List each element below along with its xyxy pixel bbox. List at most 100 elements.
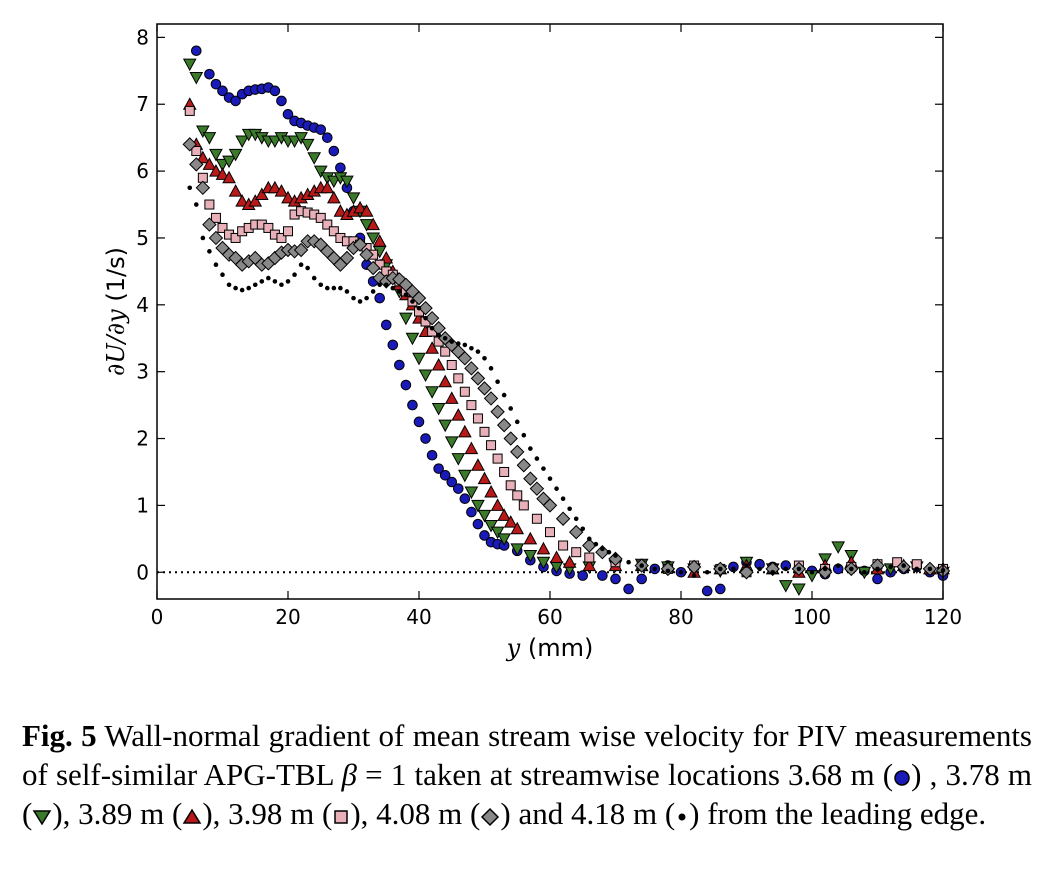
marker-triangle-down	[189, 71, 204, 85]
marker-dot	[279, 282, 284, 288]
marker-triangle-up	[444, 391, 459, 404]
marker-triangle-down	[196, 125, 210, 139]
marker-square	[531, 513, 542, 524]
series-triangle-down	[182, 58, 950, 597]
x-tick-label: 60	[537, 605, 562, 629]
marker-dot	[488, 366, 494, 371]
marker-triangle-down	[405, 332, 420, 346]
marker-dot	[541, 466, 546, 471]
marker-circle	[400, 379, 412, 391]
marker-circle	[479, 530, 490, 541]
marker-dot	[849, 566, 854, 572]
marker-triangle-down	[451, 453, 466, 466]
marker-triangle-up	[228, 184, 243, 197]
marker-circle	[191, 45, 202, 57]
marker-circle	[610, 573, 621, 585]
marker-dot	[914, 566, 920, 572]
marker-dot	[862, 569, 867, 575]
marker-square	[184, 105, 195, 116]
plot-area: 0 20 40 60 80 100 120 0 1 2 3 4 5 6 7 8 y (mm) ∂U/∂y (1/s…	[102, 23, 962, 662]
marker-dot	[266, 275, 271, 281]
marker-circle	[230, 95, 241, 107]
marker-triangle-down	[222, 155, 236, 169]
marker-triangle-up	[549, 550, 564, 564]
marker-square	[263, 222, 274, 233]
marker-triangle-down	[202, 132, 217, 145]
marker-circle	[453, 483, 464, 494]
marker-triangle-up	[477, 471, 492, 485]
marker-circle	[446, 476, 458, 488]
marker-dot	[901, 563, 906, 568]
marker-triangle-up	[503, 515, 518, 528]
marker-circle	[701, 585, 713, 597]
marker-square	[328, 226, 339, 237]
marker-dot	[397, 289, 402, 294]
marker-triangle-down	[523, 550, 538, 563]
y-axis-label: ∂U/∂y (1/s)	[102, 247, 130, 376]
marker-dot	[731, 566, 736, 572]
marker-triangle-down	[471, 499, 485, 513]
marker-circle	[636, 573, 648, 585]
marker-triangle-up	[215, 167, 230, 180]
caption-text-4: ), 3.89 m (	[52, 796, 183, 831]
marker-circle	[387, 339, 399, 351]
marker-triangle-down	[235, 135, 249, 149]
marker-triangle-up	[366, 217, 380, 231]
marker-dot	[272, 279, 278, 284]
marker-diamond	[817, 565, 833, 580]
marker-dot	[587, 536, 592, 542]
marker-dot	[285, 279, 291, 284]
x-axis-variable: y	[506, 634, 521, 662]
marker-diamond	[483, 391, 499, 406]
marker-triangle-down	[366, 232, 380, 245]
marker-triangle-down	[182, 58, 197, 72]
marker-dot	[233, 285, 238, 291]
marker-dot	[239, 287, 245, 293]
y-tick-label: 0	[136, 560, 149, 584]
marker-dot	[770, 569, 775, 575]
y-tick-label: 2	[136, 427, 149, 451]
caption-equation: = 1	[357, 757, 407, 792]
y-tick-label: 1	[136, 493, 149, 517]
marker-dot	[652, 566, 658, 572]
marker-dot	[207, 249, 212, 254]
marker-diamond	[510, 444, 525, 460]
marker-diamond	[582, 538, 597, 553]
marker-circle	[276, 95, 287, 107]
marker-triangle-up	[248, 194, 263, 207]
marker-triangle-up	[497, 508, 511, 521]
marker-square	[545, 527, 555, 538]
marker-dot	[606, 549, 612, 555]
marker-circle	[380, 319, 392, 331]
marker-diamond	[568, 524, 584, 540]
marker-triangle-up	[222, 170, 236, 184]
marker-triangle-down	[313, 165, 328, 179]
marker-dot	[436, 332, 441, 338]
marker-dot	[475, 349, 481, 354]
caption-text-1: Wall-normal gradient of mean stream wise…	[22, 718, 1032, 792]
marker-triangle-up	[510, 521, 525, 535]
marker-square	[440, 346, 451, 357]
marker-dot	[259, 279, 265, 284]
legend-triangle-up-icon	[183, 808, 202, 824]
marker-triangle-up	[254, 187, 269, 200]
x-tick-label: 100	[793, 605, 831, 629]
marker-triangle-up	[458, 424, 472, 438]
marker-triangle-up	[209, 164, 223, 177]
marker-dot	[567, 506, 572, 512]
caption-text-8: ) from the leading edge.	[689, 796, 987, 831]
marker-square	[492, 453, 503, 464]
marker-dot	[246, 285, 251, 291]
marker-dot	[338, 285, 343, 291]
legend-dot-icon	[678, 813, 686, 821]
marker-triangle-down	[425, 386, 439, 399]
marker-circle	[269, 85, 281, 97]
marker-triangle-down	[510, 543, 525, 556]
marker-dot	[593, 541, 599, 547]
caption-text-6: ), 4.08 m (	[350, 796, 481, 831]
caption-text-2: taken at streamwise locations 3.68 m (	[406, 757, 894, 792]
marker-triangle-down	[484, 519, 498, 533]
marker-diamond	[516, 458, 532, 473]
marker-triangle-down	[346, 192, 361, 205]
marker-triangle-down	[268, 135, 282, 149]
